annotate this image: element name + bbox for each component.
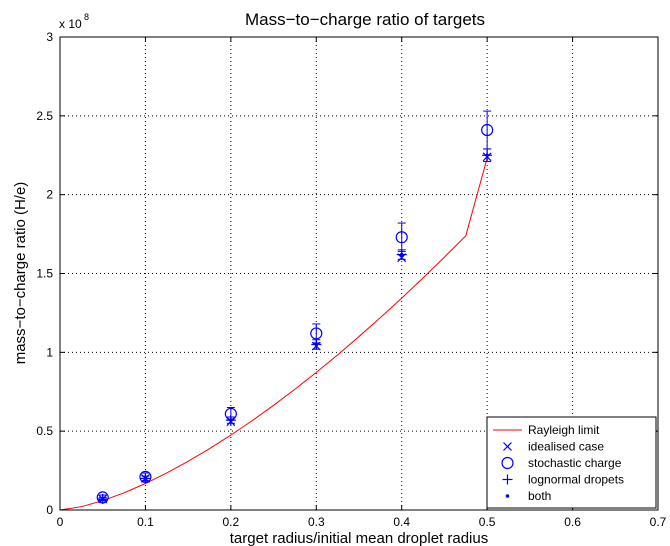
data-point-circle (395, 231, 408, 244)
data-point-circle (310, 327, 323, 340)
legend-entry: Rayleigh limit (493, 423, 600, 437)
legend-label: both (528, 489, 551, 503)
y-tick-label: 2 (46, 188, 53, 202)
x-tick-label: 0.4 (393, 515, 410, 529)
y-tick-label: 0.5 (36, 424, 53, 438)
y-tick-label: 1.5 (36, 267, 53, 281)
data-point-circle (481, 123, 494, 137)
data-point-dot (314, 342, 319, 347)
x-axis-label: target radius/initial mean droplet radiu… (230, 530, 488, 546)
x-tick-label: 0.6 (564, 515, 581, 529)
data-point-dot (485, 153, 489, 158)
legend: Rayleigh limit idealised case stochastic c… (486, 416, 657, 509)
legend-label: Rayleigh limit (528, 423, 600, 437)
legend-label: idealised case (528, 440, 604, 454)
y-tick-label: 0 (46, 503, 53, 517)
y-axis-label: mass−to−charge ratio (H/e) (12, 182, 29, 365)
x-tick-label: 0.7 (650, 515, 667, 529)
legend-box (486, 416, 657, 509)
y-tick-label: 2.5 (36, 109, 53, 123)
x-tick-label: 0.3 (308, 515, 325, 529)
y-tick-label: 3 (46, 30, 53, 44)
plot-layer (59, 110, 494, 511)
y-exponent-power: 8 (84, 12, 89, 22)
data-point-dot (229, 418, 233, 422)
legend-entry: lognormal dropets (502, 473, 624, 487)
legend-label: stochastic charge (528, 456, 622, 470)
legend-label: lognormal dropets (528, 473, 624, 487)
y-exponent-base: x 10 (59, 17, 82, 31)
data-point-dot (100, 497, 105, 501)
legend-entry: both (505, 489, 551, 503)
x-tick-label: 0 (57, 515, 64, 529)
x-tick-label: 0.5 (479, 515, 496, 529)
data-point-dot (143, 476, 148, 481)
legend-swatch-x (503, 442, 512, 451)
chart-title: Mass−to−charge ratio of targets (245, 10, 485, 29)
legend-swatch-circle (501, 456, 514, 470)
data-point-dot (399, 252, 404, 257)
legend-entry: stochastic charge (501, 456, 622, 470)
y-tick-label: 1 (46, 345, 53, 359)
y-exponent-label: x 10 8 (59, 12, 89, 31)
x-tick-label: 0.1 (137, 515, 154, 529)
rayleigh-limit-line (59, 157, 488, 511)
legend-entry: idealised case (503, 440, 604, 454)
x-tick-label: 0.2 (223, 515, 240, 529)
legend-swatch-plus (502, 474, 513, 485)
legend-swatch-dot (505, 494, 510, 498)
grid-layer (60, 37, 658, 510)
